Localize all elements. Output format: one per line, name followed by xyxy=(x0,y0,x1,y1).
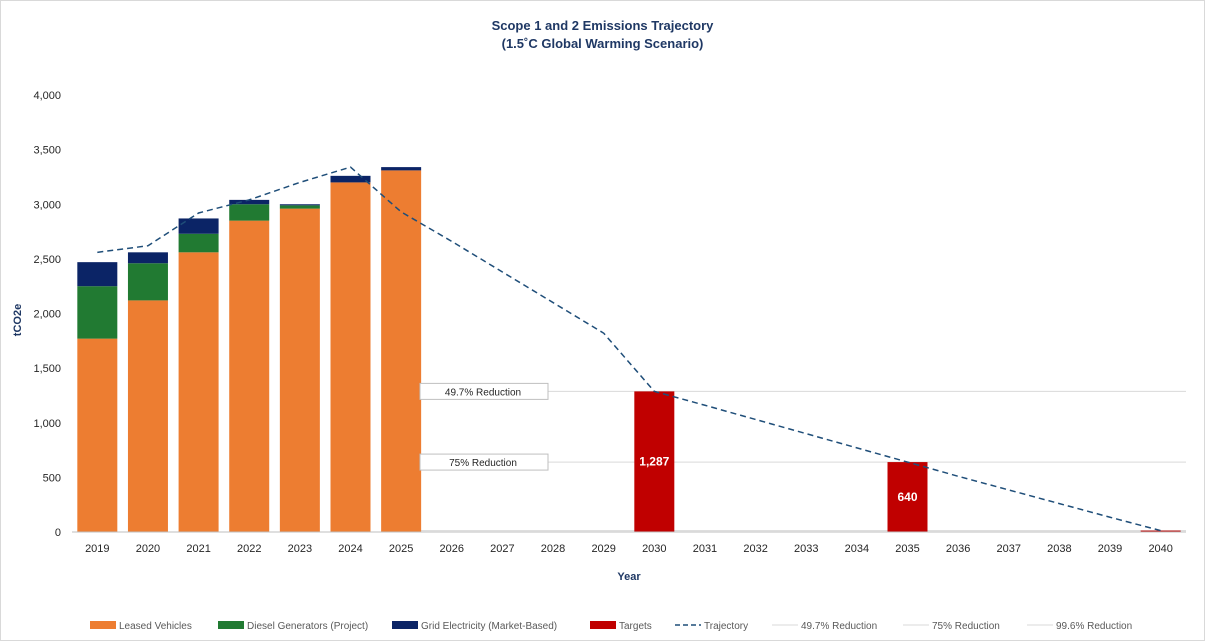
bar-leased-vehicles-2021 xyxy=(178,252,219,532)
target-bar-2030 xyxy=(634,391,675,532)
legend-swatch-leased-vehicles xyxy=(90,621,116,629)
x-tick-label-2037: 2037 xyxy=(997,543,1021,555)
bar-diesel-generators-project-2019 xyxy=(77,286,118,339)
bar-grid-electricity-market-based-2021 xyxy=(178,218,219,234)
y-tick-label-3500: 3,500 xyxy=(33,145,61,157)
legend-swatch-targets xyxy=(590,621,616,629)
y-tick-label-500: 500 xyxy=(43,472,61,484)
bar-grid-electricity-market-based-2019 xyxy=(77,262,118,287)
target-data-label-2035: 640 xyxy=(897,490,917,504)
legend-swatch-grid-electricity-market-based xyxy=(392,621,418,629)
x-tick-label-2029: 2029 xyxy=(591,543,615,555)
legend-label-targets: Targets xyxy=(619,621,652,632)
bar-diesel-generators-project-2021 xyxy=(178,233,219,253)
x-tick-label-2023: 2023 xyxy=(288,543,312,555)
x-tick-label-2019: 2019 xyxy=(85,543,109,555)
axes: 0 500 1,000 1,500 2,000 2,500 3,000 3,500 4,000 2… xyxy=(12,90,1186,583)
x-tick-label-2027: 2027 xyxy=(490,543,514,555)
bar-leased-vehicles-2022 xyxy=(229,220,270,532)
legend: Leased Vehicles Diesel Generators (Projec… xyxy=(90,621,1132,632)
bar-leased-vehicles-2019 xyxy=(77,338,118,532)
x-tick-label-2035: 2035 xyxy=(895,543,919,555)
x-tick-label-2020: 2020 xyxy=(136,543,160,555)
bar-leased-vehicles-2020 xyxy=(127,300,168,532)
x-tick-label-2022: 2022 xyxy=(237,543,261,555)
legend-label-leased-vehicles: Leased Vehicles xyxy=(119,621,192,632)
y-tick-label-2500: 2,500 xyxy=(33,254,61,266)
legend-label-75-reduction: 75% Reduction xyxy=(932,621,1000,632)
target-bar-2040 xyxy=(1140,530,1181,532)
legend-label-grid-electricity-market-based: Grid Electricity (Market-Based) xyxy=(421,621,557,632)
x-tick-label-2025: 2025 xyxy=(389,543,413,555)
x-axis-title: Year xyxy=(617,571,641,583)
bar-grid-electricity-market-based-2020 xyxy=(127,252,168,264)
y-tick-label-0: 0 xyxy=(55,527,61,539)
bar-grid-electricity-market-based-2025 xyxy=(381,167,422,171)
x-tick-label-2036: 2036 xyxy=(946,543,970,555)
chart-subtitle: (1.5˚C Global Warming Scenario) xyxy=(501,36,704,51)
legend-label-diesel-generators-project: Diesel Generators (Project) xyxy=(247,621,368,632)
reference-label-1: 49.7% Reduction xyxy=(445,387,521,398)
y-tick-label-1500: 1,500 xyxy=(33,363,61,375)
x-tick-label-2021: 2021 xyxy=(186,543,210,555)
bar-grid-electricity-market-based-2022 xyxy=(229,199,270,205)
x-tick-label-2028: 2028 xyxy=(541,543,565,555)
bar-diesel-generators-project-2020 xyxy=(127,263,168,301)
chart-title-block: Scope 1 and 2 Emissions Trajectory (1.5˚… xyxy=(0,17,1205,53)
bar-leased-vehicles-2025 xyxy=(381,170,422,532)
legend-swatch-diesel-generators-project xyxy=(218,621,244,629)
bar-grid-electricity-market-based-2023 xyxy=(279,204,320,206)
x-tick-label-2033: 2033 xyxy=(794,543,818,555)
bars: 1,287 640 xyxy=(77,167,1181,532)
legend-label-49-7-reduction: 49.7% Reduction xyxy=(801,621,877,632)
x-tick-label-2038: 2038 xyxy=(1047,543,1071,555)
x-tick-label-2030: 2030 xyxy=(642,543,666,555)
x-tick-label-2032: 2032 xyxy=(743,543,767,555)
reference-label-2: 75% Reduction xyxy=(449,458,517,469)
y-tick-label-3000: 3,000 xyxy=(33,199,61,211)
bar-leased-vehicles-2024 xyxy=(330,182,371,532)
y-tick-label-4000: 4,000 xyxy=(33,90,61,102)
bar-diesel-generators-project-2022 xyxy=(229,204,270,221)
reference-label-box-2 xyxy=(419,453,549,471)
x-tick-label-2024: 2024 xyxy=(338,543,362,555)
bar-grid-electricity-market-based-2024 xyxy=(330,175,371,183)
x-tick-label-2040: 2040 xyxy=(1148,543,1172,555)
reference-label-box-1 xyxy=(419,382,549,400)
target-data-label-2030: 1,287 xyxy=(639,455,669,469)
trajectory-line xyxy=(97,166,1161,532)
trajectory-layer xyxy=(97,166,1161,532)
y-tick-label-2000: 2,000 xyxy=(33,309,61,321)
chart-title: Scope 1 and 2 Emissions Trajectory xyxy=(491,18,714,33)
y-axis-title: tCO2e xyxy=(12,304,24,336)
target-bar-2035 xyxy=(887,462,928,532)
reference-labels: 49.7% Reduction 75% Reduction xyxy=(419,382,549,471)
legend-label-trajectory: Trajectory xyxy=(704,621,748,632)
legend-label-99-6-reduction: 99.6% Reduction xyxy=(1056,621,1132,632)
bar-leased-vehicles-2023 xyxy=(279,208,320,532)
x-tick-label-2031: 2031 xyxy=(693,543,717,555)
y-tick-label-1000: 1,000 xyxy=(33,418,61,430)
x-tick-label-2039: 2039 xyxy=(1098,543,1122,555)
x-tick-label-2026: 2026 xyxy=(440,543,464,555)
x-tick-label-2034: 2034 xyxy=(845,543,869,555)
bar-diesel-generators-project-2023 xyxy=(279,205,320,209)
